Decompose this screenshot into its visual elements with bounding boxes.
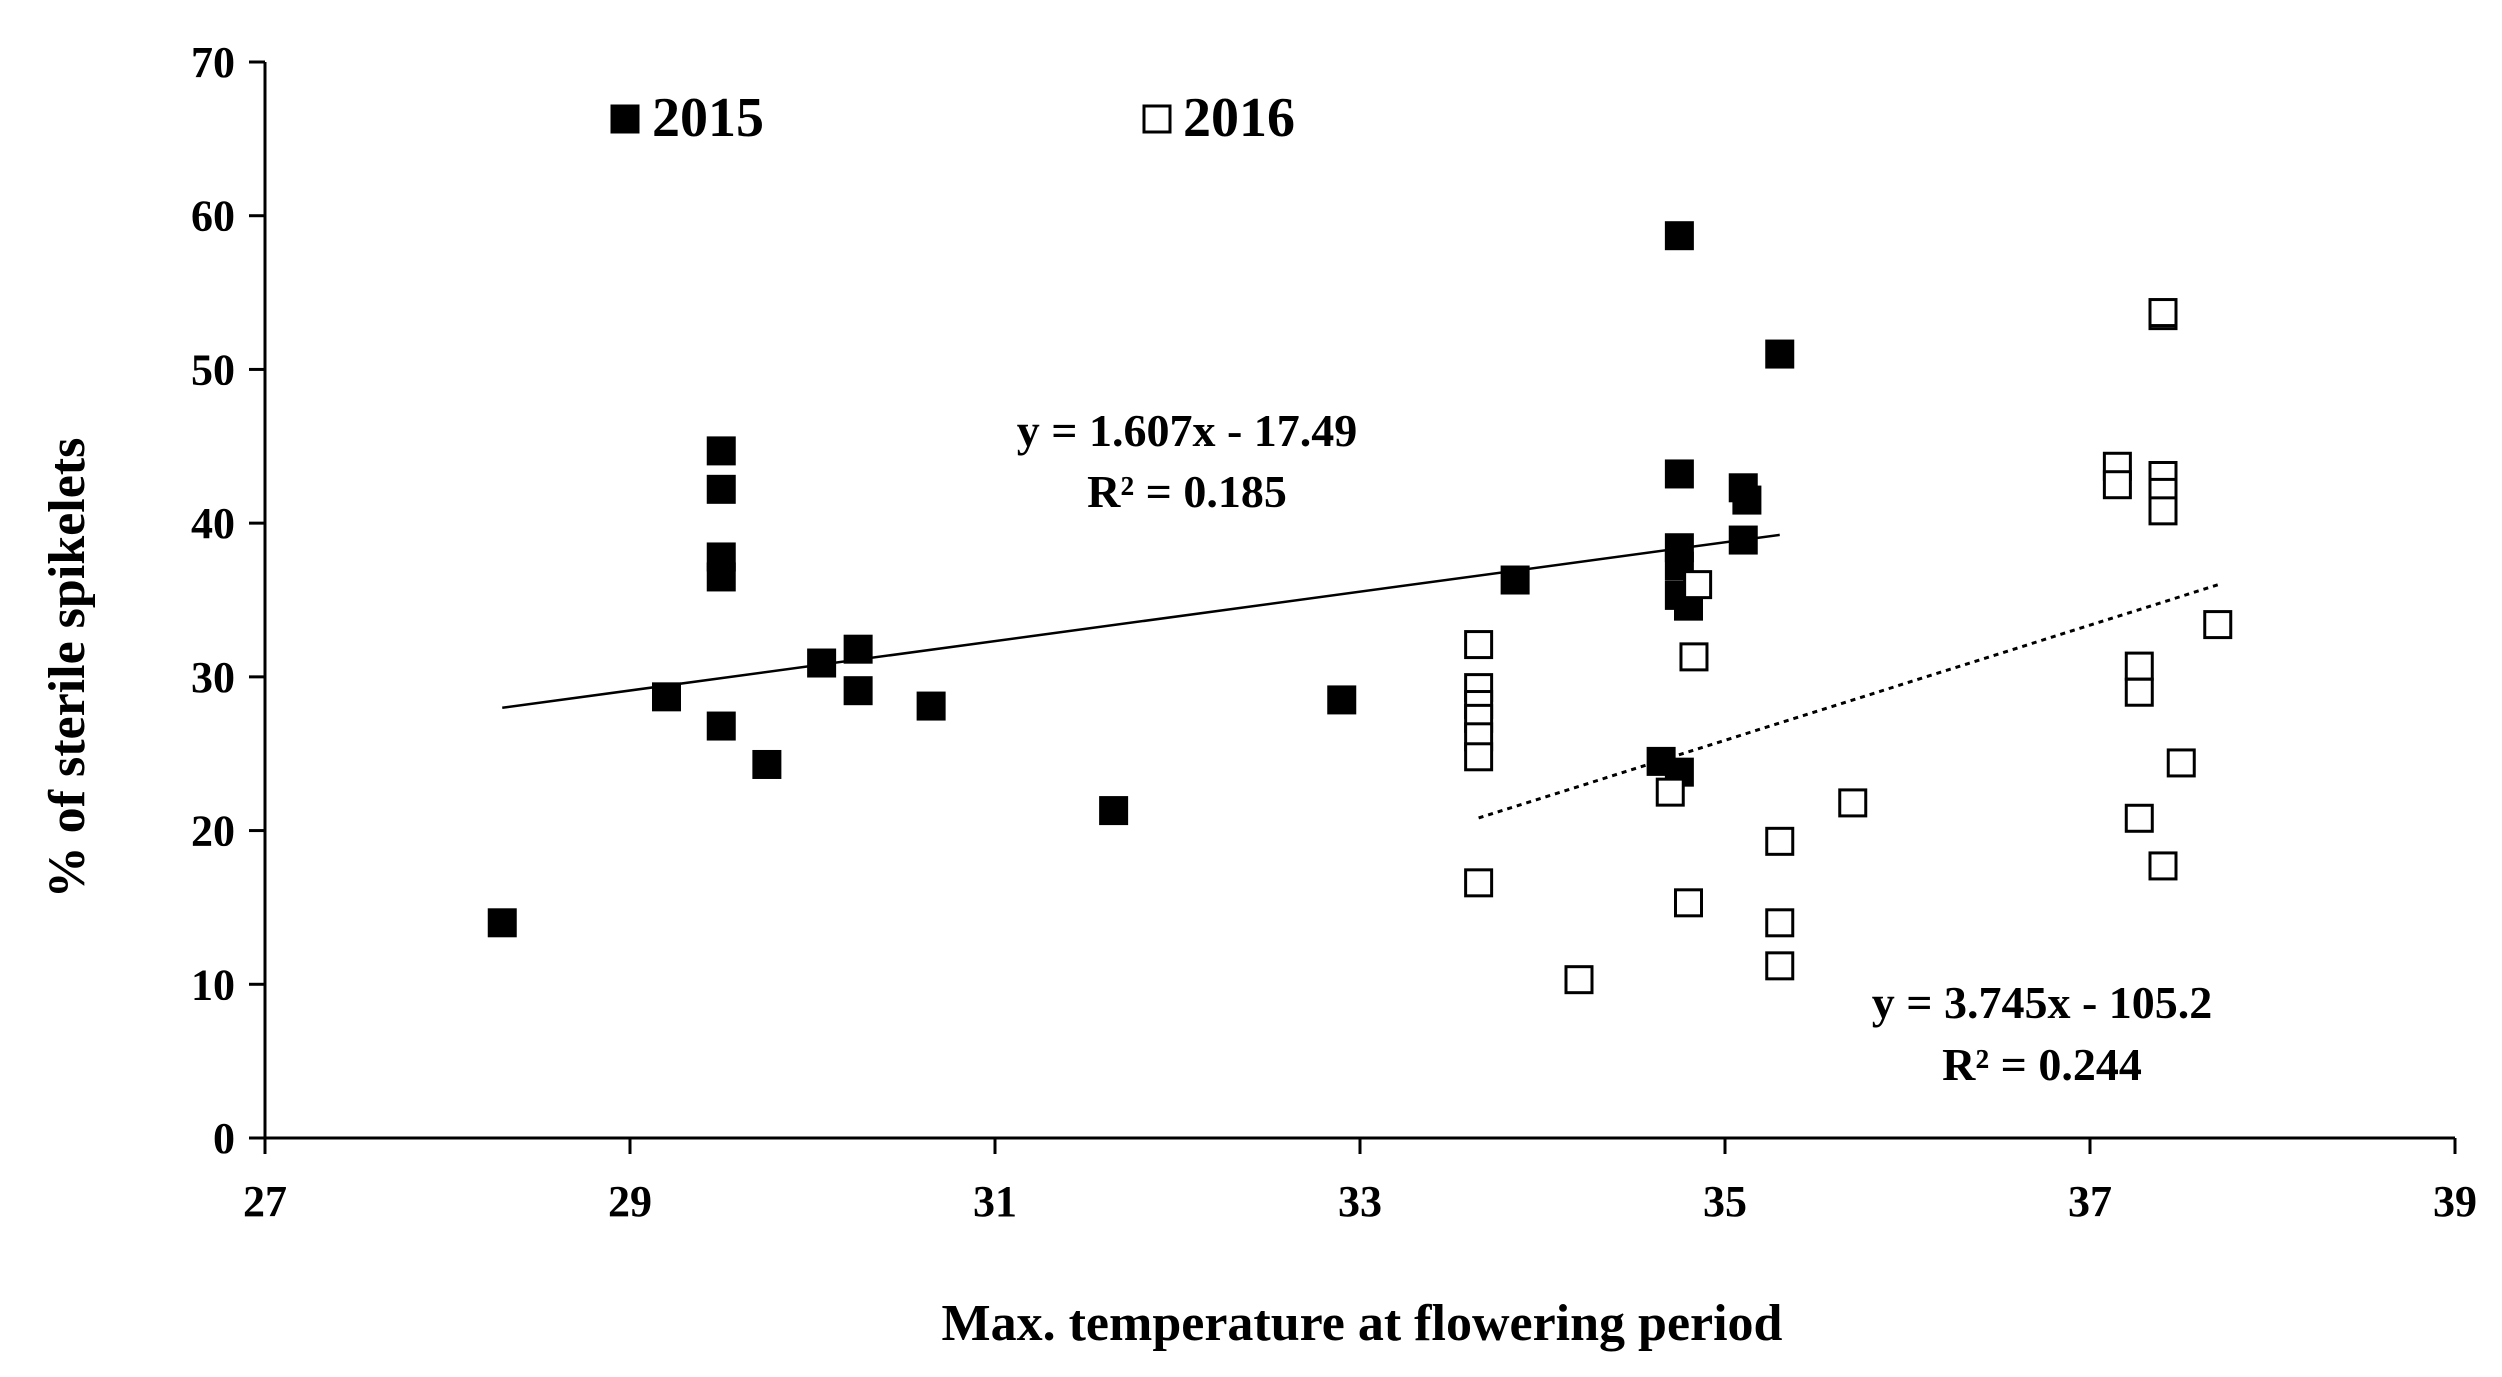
data-point-2015: [843, 634, 873, 664]
data-point-2016: [2148, 496, 2178, 526]
x-tick-label: 31: [973, 1177, 1017, 1226]
y-tick-label: 0: [213, 1114, 235, 1163]
data-point-2015: [1664, 459, 1694, 489]
data-point-2016: [2124, 803, 2154, 833]
y-tick-label: 10: [191, 960, 235, 1009]
data-point-2015: [1664, 221, 1694, 251]
legend-label-2016: 2016: [1183, 87, 1295, 149]
data-point-2015: [706, 474, 736, 504]
data-point-2016: [1655, 777, 1685, 807]
data-point-2016: [1464, 742, 1494, 772]
data-point-2016: [2148, 851, 2178, 881]
x-tick-label: 35: [1703, 1177, 1747, 1226]
data-point-2016: [1464, 630, 1494, 660]
data-point-2015: [1765, 339, 1795, 369]
x-axis-title: Max. temperature at flowering period: [942, 1295, 1783, 1352]
x-tick-label: 27: [243, 1177, 287, 1226]
trendline-2015: [502, 533, 1780, 710]
data-point-2015: [1664, 551, 1694, 581]
legend-marker-2015: [610, 104, 640, 134]
x-tick-label: 33: [1338, 1177, 1382, 1226]
data-point-2016: [2148, 298, 2178, 328]
data-point-2016: [2166, 748, 2196, 778]
data-point-2016: [2102, 470, 2132, 500]
data-point-2015: [752, 749, 782, 779]
data-point-2016: [2203, 610, 2233, 640]
data-point-2015: [706, 562, 736, 592]
data-points: [487, 221, 2233, 995]
y-tick-label: 20: [191, 807, 235, 856]
data-point-2016: [1765, 908, 1795, 938]
data-point-2015: [706, 711, 736, 741]
data-point-2015: [1732, 485, 1762, 515]
trendlines: [502, 533, 2219, 820]
data-point-2015: [807, 648, 837, 678]
data-point-2016: [1765, 951, 1795, 981]
data-point-2015: [706, 436, 736, 466]
data-point-2015: [1728, 525, 1758, 555]
equation-2015: y = 1.607x - 17.49: [1017, 405, 1358, 456]
data-point-2016: [1674, 888, 1703, 918]
axes: 0 10 20 30 40 50 60 70 27 29 31 33 35 37 39: [191, 38, 2477, 1226]
r-squared-2016: R² = 0.244: [1942, 1039, 2142, 1090]
trendline-2016: [1478, 583, 2219, 820]
data-point-2016: [1679, 642, 1709, 672]
y-tick-label: 40: [191, 499, 235, 548]
x-tick-label: 29: [608, 1177, 652, 1226]
r-squared-2015: R² = 0.185: [1087, 466, 1287, 517]
data-point-2015: [1099, 796, 1129, 826]
y-tick-label: 50: [191, 345, 235, 394]
data-point-2015: [916, 691, 946, 721]
y-axis-title: % of sterile spikelets: [39, 438, 96, 899]
legend: 2015 2016: [610, 87, 1295, 149]
data-point-2015: [652, 682, 681, 712]
data-point-2015: [1327, 685, 1357, 715]
data-point-2016: [1838, 788, 1868, 818]
equation-2016: y = 3.745x - 105.2: [1872, 977, 2213, 1028]
y-tick-label: 70: [191, 38, 235, 87]
y-tick-label: 30: [191, 653, 235, 702]
data-point-2016: [2124, 651, 2154, 681]
legend-marker-2016: [1142, 104, 1172, 134]
data-point-2015: [843, 676, 873, 706]
data-point-2016: [1683, 570, 1713, 600]
data-point-2016: [2124, 677, 2154, 707]
legend-label-2015: 2015: [652, 87, 764, 149]
y-tick-label: 60: [191, 192, 235, 241]
data-point-2016: [1464, 868, 1494, 898]
data-point-2016: [1765, 826, 1795, 856]
data-point-2016: [1564, 965, 1594, 995]
data-point-2015: [1500, 565, 1530, 595]
data-point-2015: [487, 908, 517, 938]
x-tick-label: 39: [2433, 1177, 2477, 1226]
x-tick-label: 37: [2068, 1177, 2112, 1226]
